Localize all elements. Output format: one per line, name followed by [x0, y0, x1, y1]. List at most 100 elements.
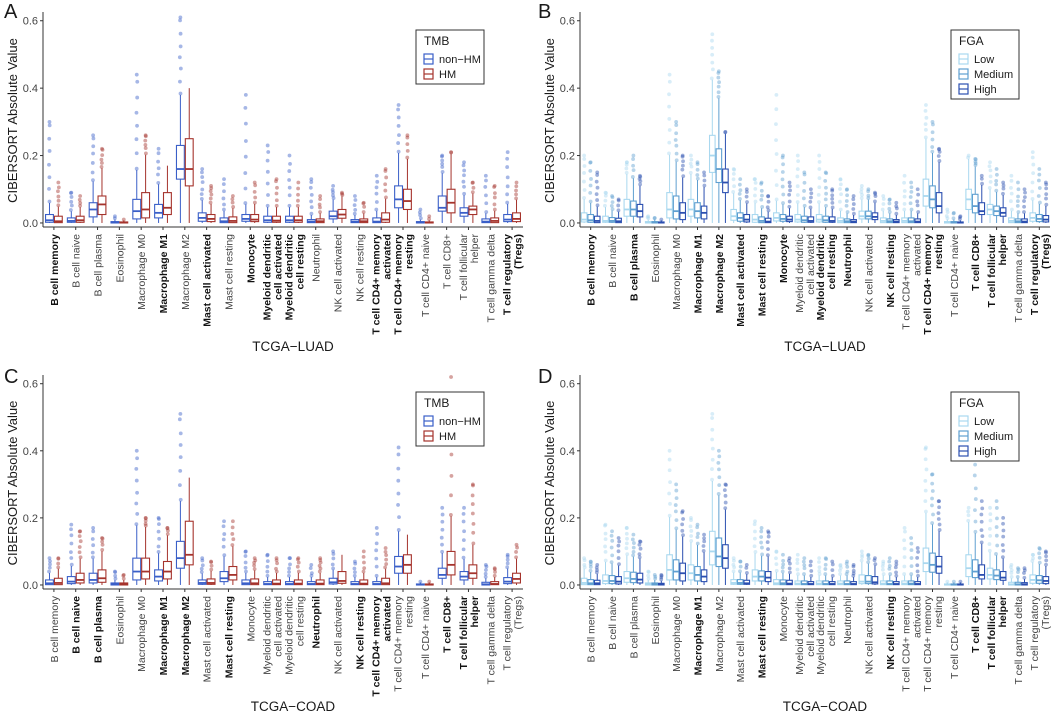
outlier-point: [353, 194, 357, 198]
outlier-point: [309, 573, 314, 578]
x-tick-label: Macrophage M1: [693, 234, 705, 314]
outlier-point: [766, 530, 771, 535]
outlier-point: [609, 560, 614, 565]
box: [807, 216, 815, 223]
outlier-point: [1022, 568, 1027, 573]
outlier-point: [471, 522, 476, 526]
outlier-point: [100, 536, 105, 541]
outlier-point: [915, 555, 920, 560]
outlier-point: [243, 549, 248, 554]
box: [45, 213, 54, 223]
outlier-point: [845, 564, 850, 569]
x-tick-label: T cell CD4+ memory: [922, 234, 934, 335]
outlier-point: [902, 194, 907, 199]
outlier-point: [595, 170, 600, 175]
box: [743, 579, 751, 585]
outlier-point: [994, 525, 999, 529]
outlier-point: [966, 513, 971, 518]
outlier-point: [221, 544, 226, 549]
outlier-point: [717, 467, 721, 472]
x-tick-label: T cell CD4+ naive: [949, 596, 961, 679]
outlier-point: [795, 153, 800, 158]
outlier-point: [156, 517, 161, 521]
x-tick-label: T cell CD4+ memory: [393, 595, 405, 692]
outlier-point: [988, 512, 993, 517]
outlier-point: [702, 173, 707, 178]
box: [935, 192, 943, 214]
outlier-point: [887, 566, 892, 571]
box: [764, 217, 772, 224]
x-tick-label: T cell CD4+ memory: [901, 595, 913, 692]
outlier-point: [143, 146, 148, 151]
outlier-point: [361, 549, 366, 554]
outlier-point: [823, 572, 828, 576]
outlier-point: [872, 558, 877, 563]
outlier-point: [937, 147, 941, 152]
outlier-point: [710, 446, 715, 451]
outlier-point: [625, 536, 629, 541]
chart-panel-D: D CIBERSORT Absolute Value 0.0 0.2 0.4 0.6 B c…: [538, 366, 1052, 714]
outlier-point: [309, 192, 314, 197]
outlier-point: [287, 573, 291, 578]
box: [743, 213, 751, 223]
outlier-point: [988, 168, 993, 173]
outlier-point: [56, 565, 61, 570]
outlier-point: [135, 79, 140, 84]
outlier-point: [781, 562, 786, 567]
outlier-point: [823, 197, 828, 202]
box: [971, 559, 979, 579]
outlier-point: [780, 177, 785, 182]
outlier-point: [610, 195, 615, 200]
outlier-point: [1001, 191, 1005, 196]
outlier-point: [809, 195, 813, 200]
outlier-point: [1022, 571, 1026, 575]
box: [965, 554, 972, 578]
outlier-point: [383, 182, 388, 187]
outlier-point: [603, 193, 608, 198]
outlier-point: [774, 568, 779, 573]
box: [773, 212, 780, 222]
outlier-point: [915, 199, 920, 204]
outlier-point: [595, 203, 600, 208]
legend-entry: Low: [974, 54, 994, 66]
outlier-point: [717, 454, 722, 459]
outlier-point: [987, 542, 992, 546]
outlier-point: [90, 161, 95, 165]
outlier-point: [866, 196, 871, 201]
outlier-point: [873, 562, 878, 567]
x-tick-label: NK cell activated: [333, 596, 345, 674]
outlier-point: [396, 149, 401, 154]
outlier-point: [582, 195, 586, 200]
outlier-point: [308, 185, 313, 190]
outlier-point: [752, 177, 757, 182]
outlier-point: [178, 44, 183, 49]
outlier-point: [624, 526, 629, 530]
outlier-point: [808, 199, 813, 204]
outlier-point: [156, 550, 161, 554]
outlier-point: [673, 509, 678, 514]
outlier-point: [787, 558, 791, 563]
outlier-point: [418, 216, 423, 221]
outlier-point: [902, 538, 907, 543]
outlier-point: [680, 522, 685, 527]
outlier-point: [731, 558, 736, 563]
box: [786, 579, 793, 586]
outlier-point: [710, 437, 715, 442]
box: [630, 571, 637, 584]
outlier-point: [731, 190, 736, 194]
outlier-point: [340, 193, 345, 197]
box: [184, 138, 194, 187]
outlier-point: [765, 553, 770, 558]
outlier-point: [958, 214, 963, 219]
x-tick-label: Monocyte: [778, 234, 790, 283]
y-tick-label: 0.0: [23, 580, 38, 592]
outlier-point: [77, 545, 82, 549]
outlier-point: [923, 488, 928, 493]
outlier-point: [973, 157, 978, 162]
outlier-point: [638, 182, 643, 187]
box: [132, 198, 142, 220]
outlier-point: [243, 105, 248, 110]
outlier-point: [91, 133, 96, 138]
outlier-point: [69, 190, 74, 195]
x-tick-label: Myeloid dendritic: [815, 234, 827, 321]
